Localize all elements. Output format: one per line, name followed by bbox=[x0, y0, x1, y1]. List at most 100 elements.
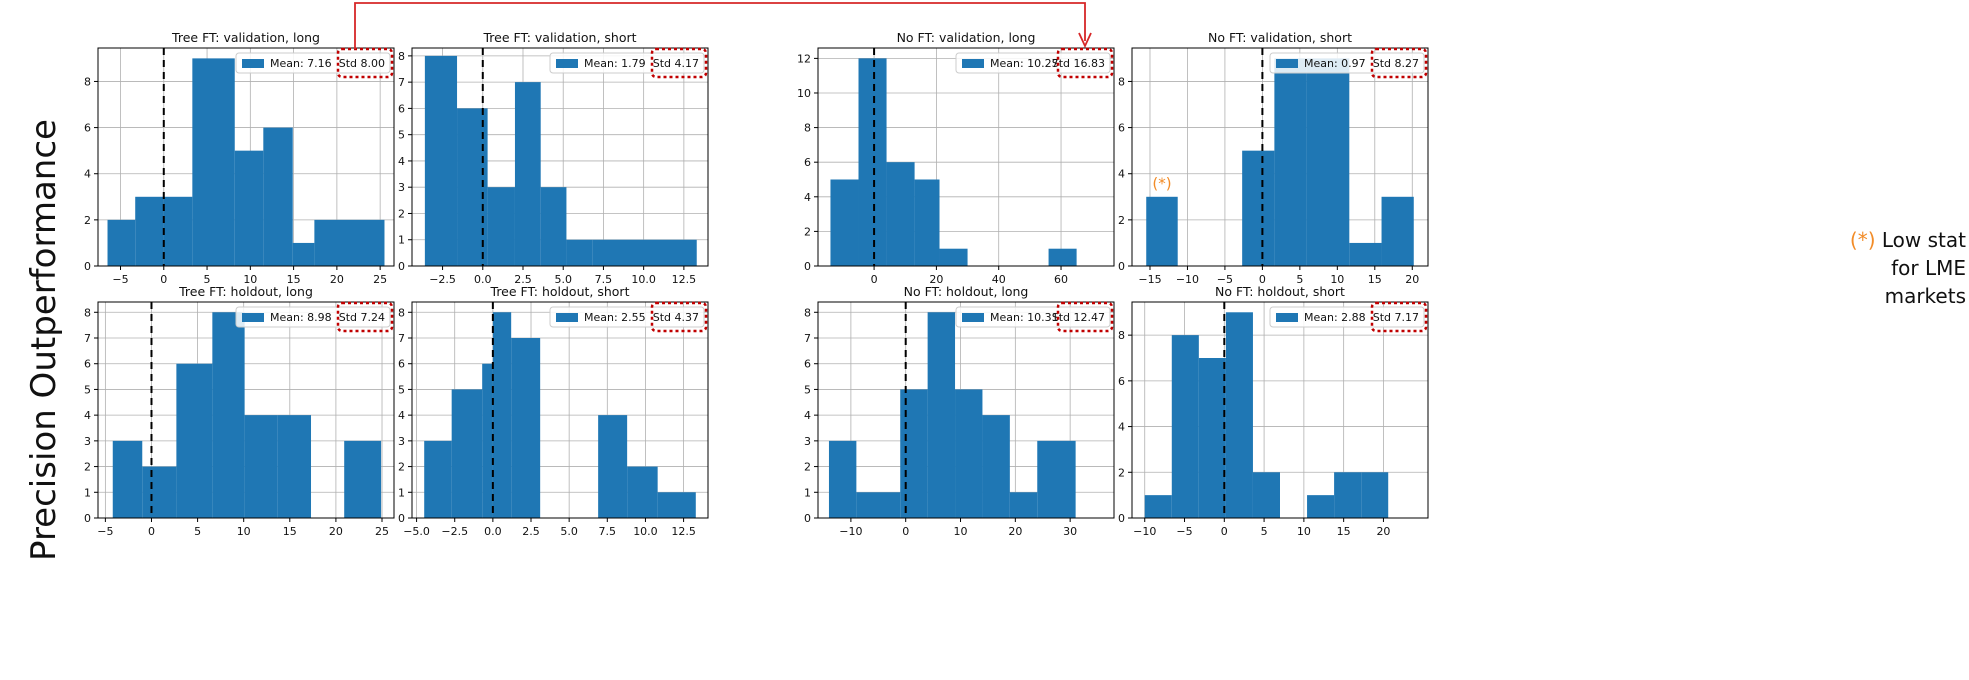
legend-swatch bbox=[242, 59, 264, 68]
note-line-1: Low stat bbox=[1881, 228, 1966, 252]
x-tick-label: 10 bbox=[954, 525, 968, 538]
histogram-bar bbox=[1242, 150, 1275, 266]
x-tick-label: 10 bbox=[237, 525, 251, 538]
y-tick-label: 3 bbox=[84, 435, 91, 448]
histogram-bar bbox=[982, 415, 1010, 518]
arrow-head-icon bbox=[1078, 32, 1092, 49]
x-tick-label: 10 bbox=[1297, 525, 1311, 538]
y-tick-label: 1 bbox=[398, 234, 405, 247]
histogram-bar bbox=[886, 162, 915, 266]
y-tick-label: 2 bbox=[804, 225, 811, 238]
y-tick-label: 2 bbox=[84, 214, 91, 227]
histogram-bar bbox=[192, 58, 235, 266]
histogram-bar bbox=[511, 338, 541, 518]
histogram-bar bbox=[1349, 242, 1382, 266]
histogram-bar bbox=[1144, 495, 1172, 518]
x-tick-label: −15 bbox=[1138, 273, 1161, 286]
histogram-bar bbox=[424, 55, 458, 266]
y-tick-label: 2 bbox=[84, 461, 91, 474]
std-highlight-box bbox=[650, 47, 708, 79]
y-tick-label: 6 bbox=[84, 358, 91, 371]
legend-swatch bbox=[242, 313, 264, 322]
legend-std-text: Std 16.83 bbox=[1052, 57, 1105, 70]
histogram-bar bbox=[424, 440, 452, 518]
legend-std-text: Std 4.17 bbox=[653, 57, 699, 70]
x-tick-label: 5 bbox=[194, 525, 201, 538]
x-tick-label: 0 bbox=[160, 273, 167, 286]
y-tick-label: 5 bbox=[804, 383, 811, 396]
x-tick-label: 5 bbox=[1296, 273, 1303, 286]
legend-swatch bbox=[962, 313, 984, 322]
legend-std-text: Std 7.24 bbox=[339, 311, 385, 324]
x-tick-label: 5 bbox=[204, 273, 211, 286]
histogram-bar bbox=[566, 239, 593, 266]
legend-mean-text: Mean: 1.79 bbox=[584, 57, 646, 70]
x-tick-label: 20 bbox=[1008, 525, 1022, 538]
histogram-panel-2: −2.5 0.0 2.5 5.0 7.5 10.0 12.5 0 1 2 3 4 5 6 7 8 Tree FT… bbox=[398, 30, 709, 286]
legend-mean-text: Mean: 7.16 bbox=[270, 57, 332, 70]
legend-box bbox=[955, 52, 1111, 74]
histogram-bar bbox=[1009, 492, 1038, 518]
x-tick-label: 7.5 bbox=[599, 525, 617, 538]
legend-mean-text: Mean: 10.31 bbox=[990, 311, 1059, 324]
axes-frame bbox=[411, 47, 709, 267]
x-tick-label: 15 bbox=[1337, 525, 1351, 538]
x-tick-label: −2.5 bbox=[441, 525, 468, 538]
histogram-bar bbox=[1037, 440, 1076, 518]
x-tick-label: 7.5 bbox=[595, 273, 613, 286]
y-tick-label: 2 bbox=[1118, 466, 1125, 479]
panel-title: No FT: holdout, short bbox=[1215, 284, 1345, 299]
legend-mean-text: Mean: 2.88 bbox=[1304, 311, 1366, 324]
low-stat-annotation: (*) bbox=[1152, 175, 1171, 193]
axes-frame bbox=[817, 301, 1115, 519]
legend-mean-text: Mean: 10.27 bbox=[990, 57, 1059, 70]
legend-mean-text: Mean: 8.98 bbox=[270, 311, 332, 324]
y-tick-label: 2 bbox=[398, 461, 405, 474]
panel-title: Tree FT: holdout, short bbox=[490, 284, 630, 299]
histogram-bar bbox=[163, 196, 193, 266]
std-highlight-box bbox=[1370, 47, 1428, 79]
y-tick-label: 5 bbox=[84, 383, 91, 396]
histogram-bar bbox=[939, 248, 968, 266]
y-tick-label: 0 bbox=[84, 512, 91, 525]
x-tick-label: −5 bbox=[112, 273, 128, 286]
legend-std-text: Std 8.27 bbox=[1373, 57, 1419, 70]
histogram-bar bbox=[244, 415, 278, 518]
y-tick-label: 8 bbox=[1118, 75, 1125, 88]
axes-frame bbox=[1131, 301, 1429, 519]
note-line-2: for LME bbox=[1891, 256, 1966, 280]
y-tick-label: 8 bbox=[84, 75, 91, 88]
legend-swatch bbox=[556, 59, 578, 68]
y-tick-label: 6 bbox=[804, 156, 811, 169]
y-tick-label: 4 bbox=[84, 409, 91, 422]
axes-frame bbox=[97, 301, 395, 519]
histogram-bar bbox=[927, 312, 956, 518]
legend-mean-text: Mean: 0.97 bbox=[1304, 57, 1366, 70]
x-tick-label: 20 bbox=[329, 525, 343, 538]
y-tick-label: 6 bbox=[84, 122, 91, 135]
histogram-panel-7: −10 0 10 20 30 0 1 2 3 4 5 6 7 8 No FT: holdout, long M… bbox=[804, 284, 1115, 538]
axes-frame bbox=[411, 301, 709, 519]
std-highlight-box bbox=[1056, 301, 1114, 333]
y-tick-label: 8 bbox=[804, 122, 811, 135]
histogram-bar bbox=[830, 179, 859, 266]
figure-ylabel: Precision Outperformance bbox=[14, 80, 74, 600]
std-highlight-box bbox=[1056, 47, 1114, 79]
axes-frame bbox=[817, 47, 1115, 267]
y-tick-label: 4 bbox=[1118, 421, 1125, 434]
y-tick-label: 7 bbox=[84, 332, 91, 345]
x-tick-label: 0 bbox=[148, 525, 155, 538]
y-tick-label: 0 bbox=[398, 260, 405, 273]
y-tick-label: 6 bbox=[398, 358, 405, 371]
histogram-bar bbox=[482, 363, 493, 518]
y-tick-label: 7 bbox=[398, 332, 405, 345]
y-tick-label: 6 bbox=[398, 102, 405, 115]
x-tick-label: 60 bbox=[1054, 273, 1068, 286]
panel-title: No FT: validation, long bbox=[897, 30, 1036, 45]
legend-box bbox=[1269, 52, 1425, 74]
x-tick-label: 10 bbox=[1330, 273, 1344, 286]
overlay-group bbox=[354, 2, 1092, 49]
x-tick-label: 15 bbox=[283, 525, 297, 538]
x-tick-label: 0 bbox=[1221, 525, 1228, 538]
